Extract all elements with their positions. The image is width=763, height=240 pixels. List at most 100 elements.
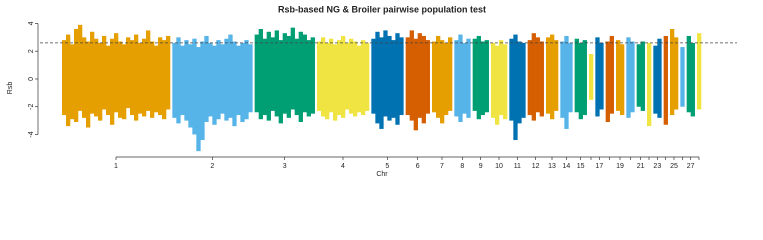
snp-band [290,27,295,110]
snp-band [270,37,275,111]
snp-band [82,37,87,118]
snp-band [535,37,540,113]
snp-band [531,33,536,121]
snp-band [310,37,315,114]
snp-band [298,31,303,122]
snp-band [499,40,504,116]
snp-band [409,30,414,121]
snp-band [158,37,163,116]
x-tick-label: 14 [562,163,570,170]
snp-band [454,40,459,117]
x-tick-label: 23 [653,163,661,170]
snp-band [391,40,396,118]
snp-band [527,40,532,116]
snp-band [106,45,111,116]
snp-band [274,30,279,117]
snp-band [599,42,604,110]
snp-band [236,45,241,116]
y-tick-label: 4 [28,21,35,25]
snp-band [349,38,354,114]
snp-band [670,29,675,116]
snp-band [166,35,171,110]
x-tick-label: 19 [616,163,624,170]
snp-band [353,41,358,117]
x-tick-label: 5 [385,163,389,170]
snp-band [513,34,518,141]
snp-band [216,40,221,120]
snp-band [653,45,658,114]
snp-band [138,42,143,114]
snp-band [680,47,685,107]
snp-band [188,44,193,128]
snp-band [220,44,225,114]
x-tick-label: 6 [416,163,420,170]
snp-band [126,37,131,109]
snp-band [697,33,702,110]
snp-band [66,34,71,127]
snp-band [341,35,346,118]
snp-band [98,42,103,121]
snp-band [503,44,508,120]
x-tick-label: 7 [440,163,444,170]
y-tick-label: -2 [28,104,35,110]
x-axis-label: Chr [376,171,388,178]
x-tick-label: 25 [670,163,678,170]
snp-band [232,41,237,127]
x-tick-label: 17 [595,163,603,170]
snp-band [254,34,259,113]
snp-band [387,35,392,121]
snp-band [436,35,441,118]
snp-band [200,41,205,141]
snp-band [278,40,283,124]
snp-band [70,44,75,120]
snp-band [266,31,271,121]
snp-band [432,41,437,113]
snp-band [94,38,99,117]
snp-band [413,38,418,131]
snp-band [150,41,155,118]
snp-band [365,42,370,111]
y-tick-label: -4 [28,131,35,137]
snp-band [589,53,594,100]
x-tick-label: 2 [210,163,214,170]
snp-band [399,37,404,116]
snp-band [154,45,159,113]
y-axis-label: Rsb [7,82,14,95]
snp-band [208,42,213,117]
x-tick-label: 21 [637,163,645,170]
snp-band [636,44,641,107]
x-tick-label: 3 [283,163,287,170]
snp-band [122,44,127,120]
snp-band [674,37,679,110]
snp-band [690,42,695,117]
snp-band [192,38,197,135]
snp-band [462,42,467,114]
x-tick-label: 15 [577,163,585,170]
snp-band [484,40,489,113]
snp-band [574,38,579,113]
snp-band [491,42,496,118]
snp-band [480,41,485,116]
snp-band [146,30,151,111]
snp-band [440,40,445,124]
snp-band [605,41,610,122]
snp-band [595,37,600,117]
snp-band [539,41,544,117]
snp-band [262,38,267,116]
snp-band [509,38,514,121]
snp-band [686,35,691,113]
snp-band [379,37,384,129]
snp-band [521,42,526,118]
x-tick-label: 8 [460,163,464,170]
snp-band [550,34,555,120]
snp-band [616,40,621,111]
x-tick-label: 4 [341,163,345,170]
snp-band [448,37,453,111]
snp-band [458,34,463,122]
snp-band [110,38,115,125]
snp-band [495,45,500,125]
snp-band [212,45,217,125]
snp-band [375,31,380,124]
snp-band [578,42,583,120]
snp-band [196,47,201,152]
